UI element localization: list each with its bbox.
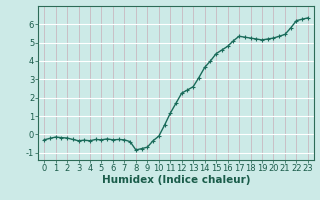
X-axis label: Humidex (Indice chaleur): Humidex (Indice chaleur) bbox=[102, 175, 250, 185]
